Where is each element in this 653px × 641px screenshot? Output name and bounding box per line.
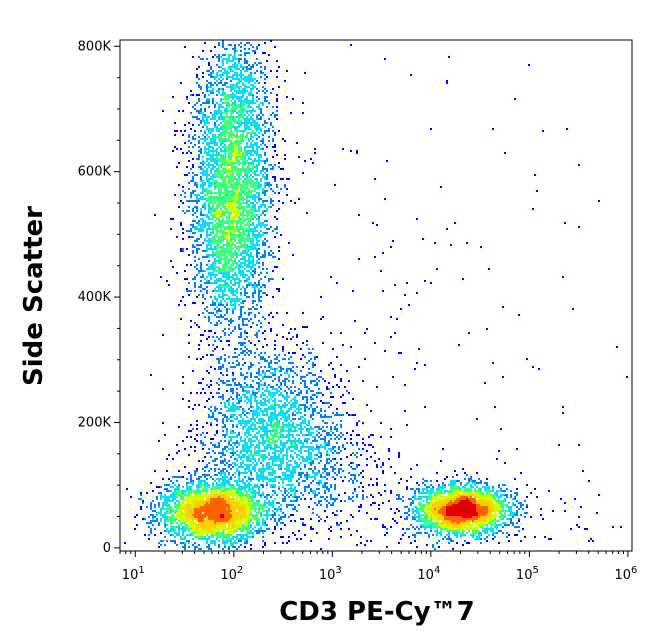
y-axis-title: Side Scatter [19,206,49,386]
y-tick-label: 600K [78,165,112,180]
y-tick-label: 0 [103,541,111,556]
density-level [138,40,528,550]
y-tick-label: 800K [78,39,112,54]
x-tick-label: 106 [614,565,637,583]
x-tick-label: 101 [122,565,145,583]
x-tick-label: 104 [417,565,440,583]
density-dots [124,40,628,550]
axes: 0 200K 400K 600K 800K 101 102 103 104 105 106 [78,39,638,583]
x-tick-label: 102 [220,565,243,583]
y-tick-label: 400K [78,290,112,305]
y-tick-label: 200K [78,415,112,430]
density-level [152,50,516,546]
density-level [174,136,500,536]
density-level [220,498,478,518]
density-level [164,78,508,540]
x-axis-title: CD3 PE-Cy™7 [279,597,475,627]
x-tick-label: 103 [319,565,342,583]
density-level [192,496,488,524]
density-level [182,494,494,532]
plot-frame [119,39,633,552]
x-tick-label: 105 [516,565,539,583]
